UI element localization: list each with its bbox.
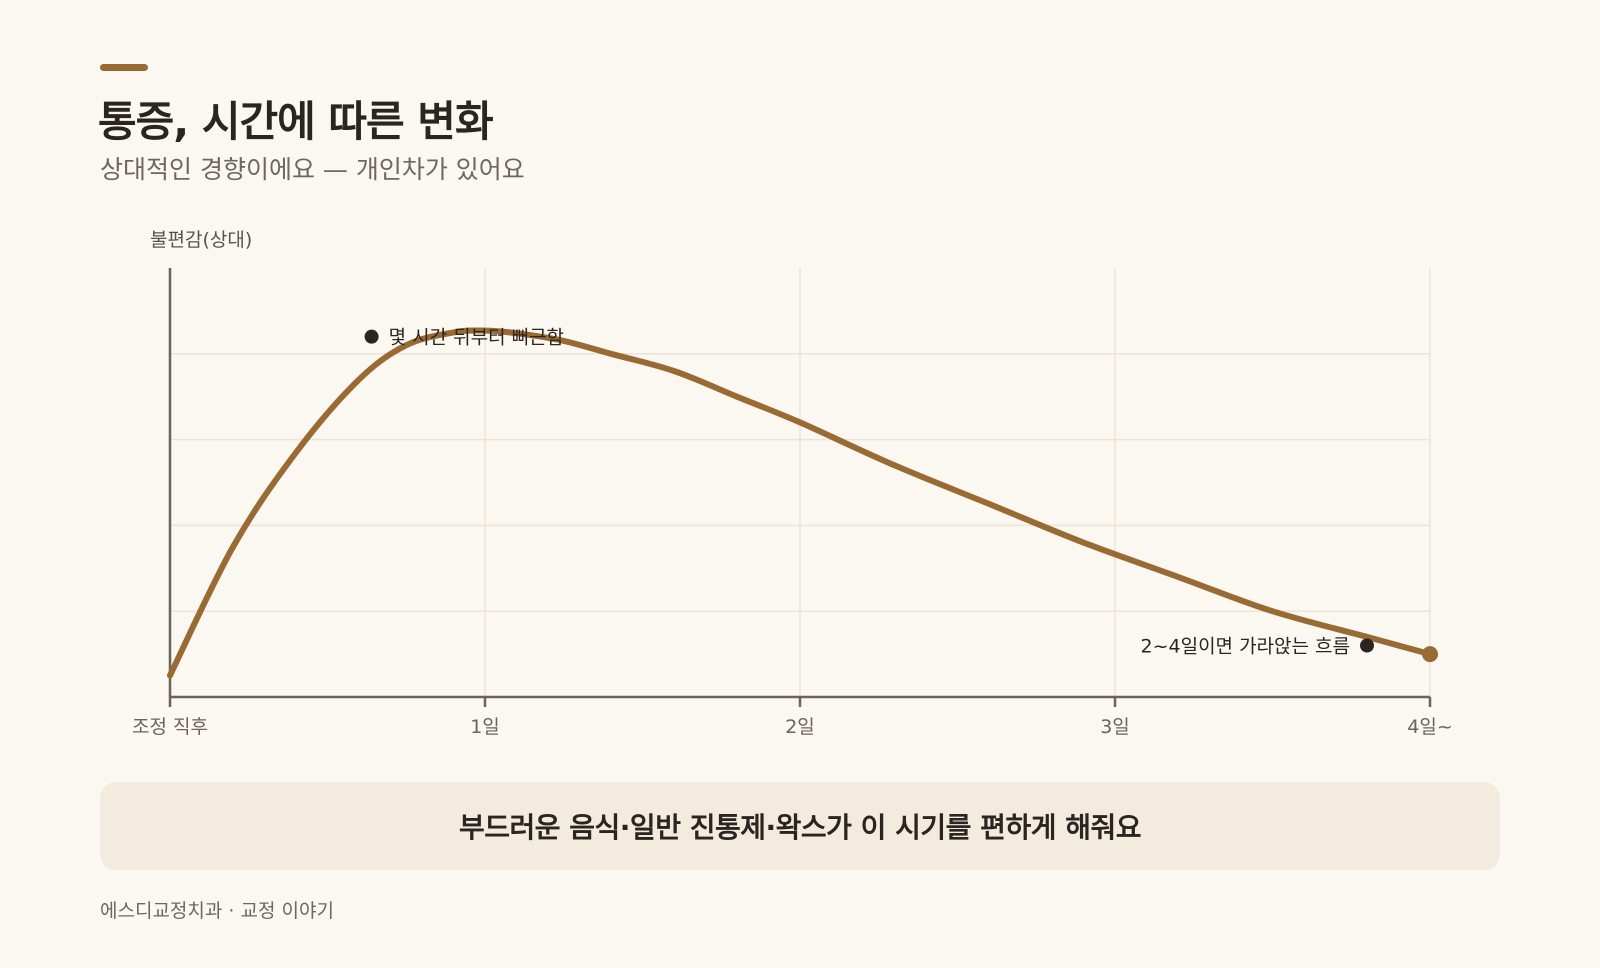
pain-curve-line (167, 327, 1433, 679)
annotation-label: 2~4일이면 가라앉는 흐름 (1141, 636, 1351, 658)
grid-layer (170, 268, 1431, 697)
x-tick-label: 조정 직후 (132, 716, 208, 738)
curve-end-point (1422, 646, 1438, 663)
annotation-label: 몇 시간 뒤부터 뻐근함 (389, 327, 564, 349)
x-tick-label: 3일 (1100, 716, 1130, 738)
page-subtitle: 상대적인 경향이에요 — 개인차가 있어요 (100, 155, 525, 184)
annotation-dot (1360, 638, 1374, 653)
annotation-dot (364, 329, 379, 344)
y-axis-label: 불편감(상대) (150, 229, 252, 251)
footer-credit: 에스디교정치과 · 교정 이야기 (100, 900, 334, 922)
x-tick-label: 1일 (470, 716, 500, 738)
accent-bar (100, 64, 148, 71)
x-tick-label: 2일 (785, 716, 815, 738)
tip-callout: 부드러운 음식·일반 진통제·왁스가 이 시기를 편하게 해줘요 (100, 782, 1500, 870)
axis-layer (168, 268, 1432, 707)
label-layer: 조정 직후 1일 2일 3일 4일~ 불편감(상대) 몇 시간 뒤부터 뻐근함 2~4일이면 … (132, 229, 1453, 738)
page-title: 통증, 시간에 따른 변화 (98, 97, 494, 146)
line-layer (167, 327, 1438, 679)
x-tick-label: 4일~ (1407, 716, 1453, 738)
tip-callout-text: 부드러운 음식·일반 진통제·왁스가 이 시기를 편하게 해줘요 (458, 811, 1142, 844)
